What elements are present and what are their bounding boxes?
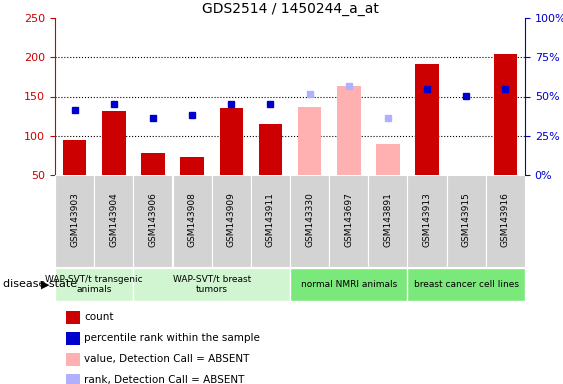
Text: GSM143697: GSM143697: [344, 192, 353, 247]
Bar: [94, 175, 133, 267]
Text: rank, Detection Call = ABSENT: rank, Detection Call = ABSENT: [84, 376, 245, 384]
Bar: [408, 268, 525, 301]
Text: GSM143891: GSM143891: [383, 192, 392, 247]
Bar: [172, 175, 212, 267]
Text: count: count: [84, 312, 114, 322]
Bar: [337, 86, 360, 175]
Bar: [298, 108, 321, 175]
Bar: [220, 108, 243, 175]
Bar: [446, 175, 486, 267]
Bar: [494, 54, 517, 175]
Bar: [290, 268, 408, 301]
Text: GSM143916: GSM143916: [501, 192, 510, 247]
Bar: [102, 111, 126, 175]
Text: value, Detection Call = ABSENT: value, Detection Call = ABSENT: [84, 354, 249, 364]
Text: GSM143903: GSM143903: [70, 192, 79, 247]
Text: normal NMRI animals: normal NMRI animals: [301, 280, 397, 289]
Text: percentile rank within the sample: percentile rank within the sample: [84, 333, 260, 343]
Title: GDS2514 / 1450244_a_at: GDS2514 / 1450244_a_at: [202, 2, 378, 16]
Bar: [486, 175, 525, 267]
Bar: [141, 153, 164, 175]
Bar: [251, 175, 290, 267]
Bar: [290, 175, 329, 267]
Text: GSM143915: GSM143915: [462, 192, 471, 247]
Bar: [55, 268, 133, 301]
Bar: [329, 175, 368, 267]
Bar: [212, 175, 251, 267]
Text: disease state: disease state: [3, 280, 77, 290]
Text: WAP-SVT/t transgenic
animals: WAP-SVT/t transgenic animals: [46, 275, 143, 294]
Text: GSM143904: GSM143904: [109, 192, 118, 247]
Bar: [180, 157, 204, 175]
Text: GSM143909: GSM143909: [227, 192, 236, 247]
Text: GSM143908: GSM143908: [187, 192, 196, 247]
Bar: [408, 175, 446, 267]
Bar: [368, 175, 408, 267]
Text: WAP-SVT/t breast
tumors: WAP-SVT/t breast tumors: [172, 275, 251, 294]
Bar: [376, 144, 400, 175]
Bar: [258, 124, 282, 175]
Bar: [133, 268, 290, 301]
Text: GSM143906: GSM143906: [149, 192, 158, 247]
Bar: [55, 175, 94, 267]
Text: breast cancer cell lines: breast cancer cell lines: [414, 280, 519, 289]
Bar: [63, 140, 86, 175]
Text: GSM143330: GSM143330: [305, 192, 314, 247]
Text: GSM143913: GSM143913: [423, 192, 432, 247]
Bar: [415, 64, 439, 175]
Text: ▶: ▶: [41, 280, 50, 290]
Bar: [133, 175, 172, 267]
Text: GSM143911: GSM143911: [266, 192, 275, 247]
